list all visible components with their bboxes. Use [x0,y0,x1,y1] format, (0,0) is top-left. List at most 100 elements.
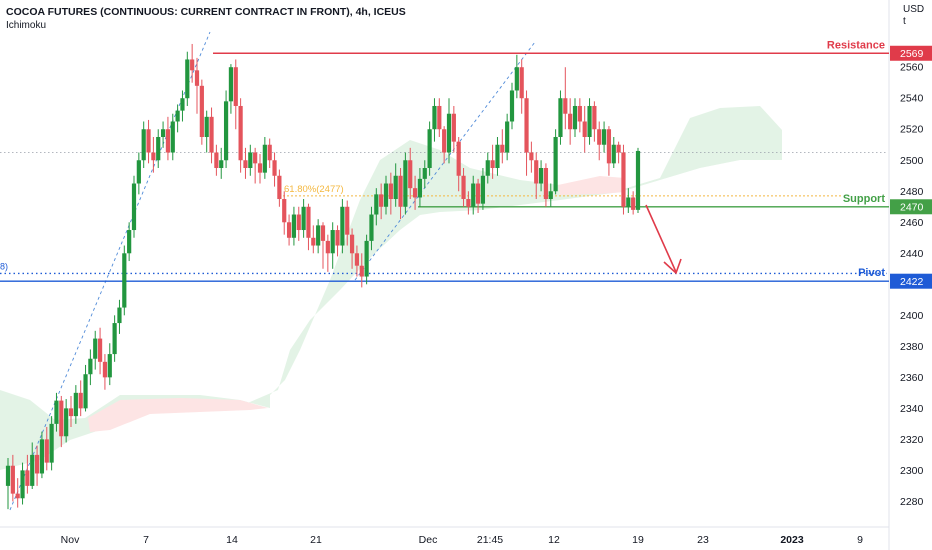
price-badge-text: 2422 [900,276,924,288]
time-tick-label: 23 [697,534,709,546]
time-tick-label: 14 [226,534,238,546]
candle-body [160,129,166,137]
candle-body [248,152,253,169]
candle-body [238,105,243,161]
price-badge-resistance [890,45,932,61]
candle-body [257,163,263,173]
candle-body [456,141,461,176]
annotation-layer: 8) 61.80%(2477) Resistance Support Pivot [0,31,889,511]
candle-body [446,113,452,153]
time-tick-label: 21 [310,534,322,546]
time-tick-label: 12 [548,534,560,546]
currency-label[interactable]: USD t [903,4,924,28]
candle-body [587,105,592,137]
candle-body [107,354,112,378]
candle-body [223,101,229,161]
candle-body [631,197,636,210]
price-tick-label: 2280 [900,496,924,508]
candle-body [558,98,563,137]
candle-body [54,400,59,424]
candle-body [301,206,306,231]
candles-layer [5,43,641,510]
trendline-1 [9,31,211,511]
price-tick-label: 2480 [900,186,924,198]
candle-body [49,423,54,463]
time-tick-label: 9 [857,534,863,546]
candle-body [568,113,573,130]
price-badge-text: 2569 [900,48,924,60]
candle-body [495,144,500,169]
candle-body [88,358,93,375]
chart-title: COCOA FUTURES (CONTINUOUS: CURRENT CONTR… [6,6,406,18]
candle-body [543,168,549,200]
candle-body [122,253,127,308]
price-tick-label: 2320 [900,434,924,446]
candle-body [359,265,364,277]
indicator-label[interactable]: Ichimoku [6,20,47,31]
time-tick-label: 21:45 [477,534,503,546]
candle-body [597,129,602,145]
candle-body [83,374,88,409]
candle-body [5,465,11,486]
price-tick-label: 2460 [900,217,924,229]
price-tick-label: 2500 [900,155,924,167]
candle-body [277,175,282,200]
candle-body [219,160,224,169]
candle-body [204,116,209,137]
candle-body [97,338,103,362]
time-tick-label: Dec [419,534,438,546]
candle-body [175,110,180,122]
candle-body [286,222,292,238]
candle-body [59,400,64,437]
candle-body [30,454,35,486]
candle-body [131,183,137,231]
candle-body [141,129,146,161]
candle-body [466,199,471,207]
candle-body [451,113,456,142]
candle-body [112,323,117,355]
candle-body [626,197,631,207]
candle-body [398,175,403,207]
candle-body [592,105,597,130]
candle-body [68,408,74,417]
currency-code: USD [903,4,925,15]
candle-body [369,214,374,241]
price-tick-label: 2560 [900,62,924,74]
candle-body [616,144,621,153]
candle-body [471,183,476,207]
candle-body [379,194,384,207]
price-tick-label: 2300 [900,465,924,477]
projection-arrowhead [663,258,682,275]
candle-body [44,439,49,463]
candle-body [538,168,544,184]
candle-body [15,493,20,499]
price-tick-label: 2540 [900,93,924,105]
candle-body [64,408,69,437]
candle-body [330,230,335,254]
candle-body [170,121,175,153]
candle-body [320,225,326,241]
candle-body [209,116,214,153]
candle-body [485,160,490,176]
candle-body [180,98,185,111]
candle-body [606,129,612,164]
candle-body [534,160,539,184]
price-tick-label: 2360 [900,372,924,384]
candle-body [282,199,287,223]
candle-body [408,160,413,189]
candle-body [20,470,25,499]
candle-body [335,230,340,246]
candle-body [93,338,98,359]
fib-label: 61.80%(2477) [284,184,344,195]
candle-body [437,105,442,130]
candle-body [635,150,641,210]
price-tick-label: 2380 [900,341,924,353]
time-axis[interactable]: Nov 7 14 21 Dec 21:45 12 19 23 2023 9 [61,534,863,546]
price-tick-label: 2400 [900,310,924,322]
candle-body [354,253,360,266]
candle-body [34,454,40,474]
candle-body [190,59,195,71]
ichimoku-cloud [0,106,782,470]
price-axis[interactable]: 2280230023202340236023802400242024402460… [890,45,932,508]
